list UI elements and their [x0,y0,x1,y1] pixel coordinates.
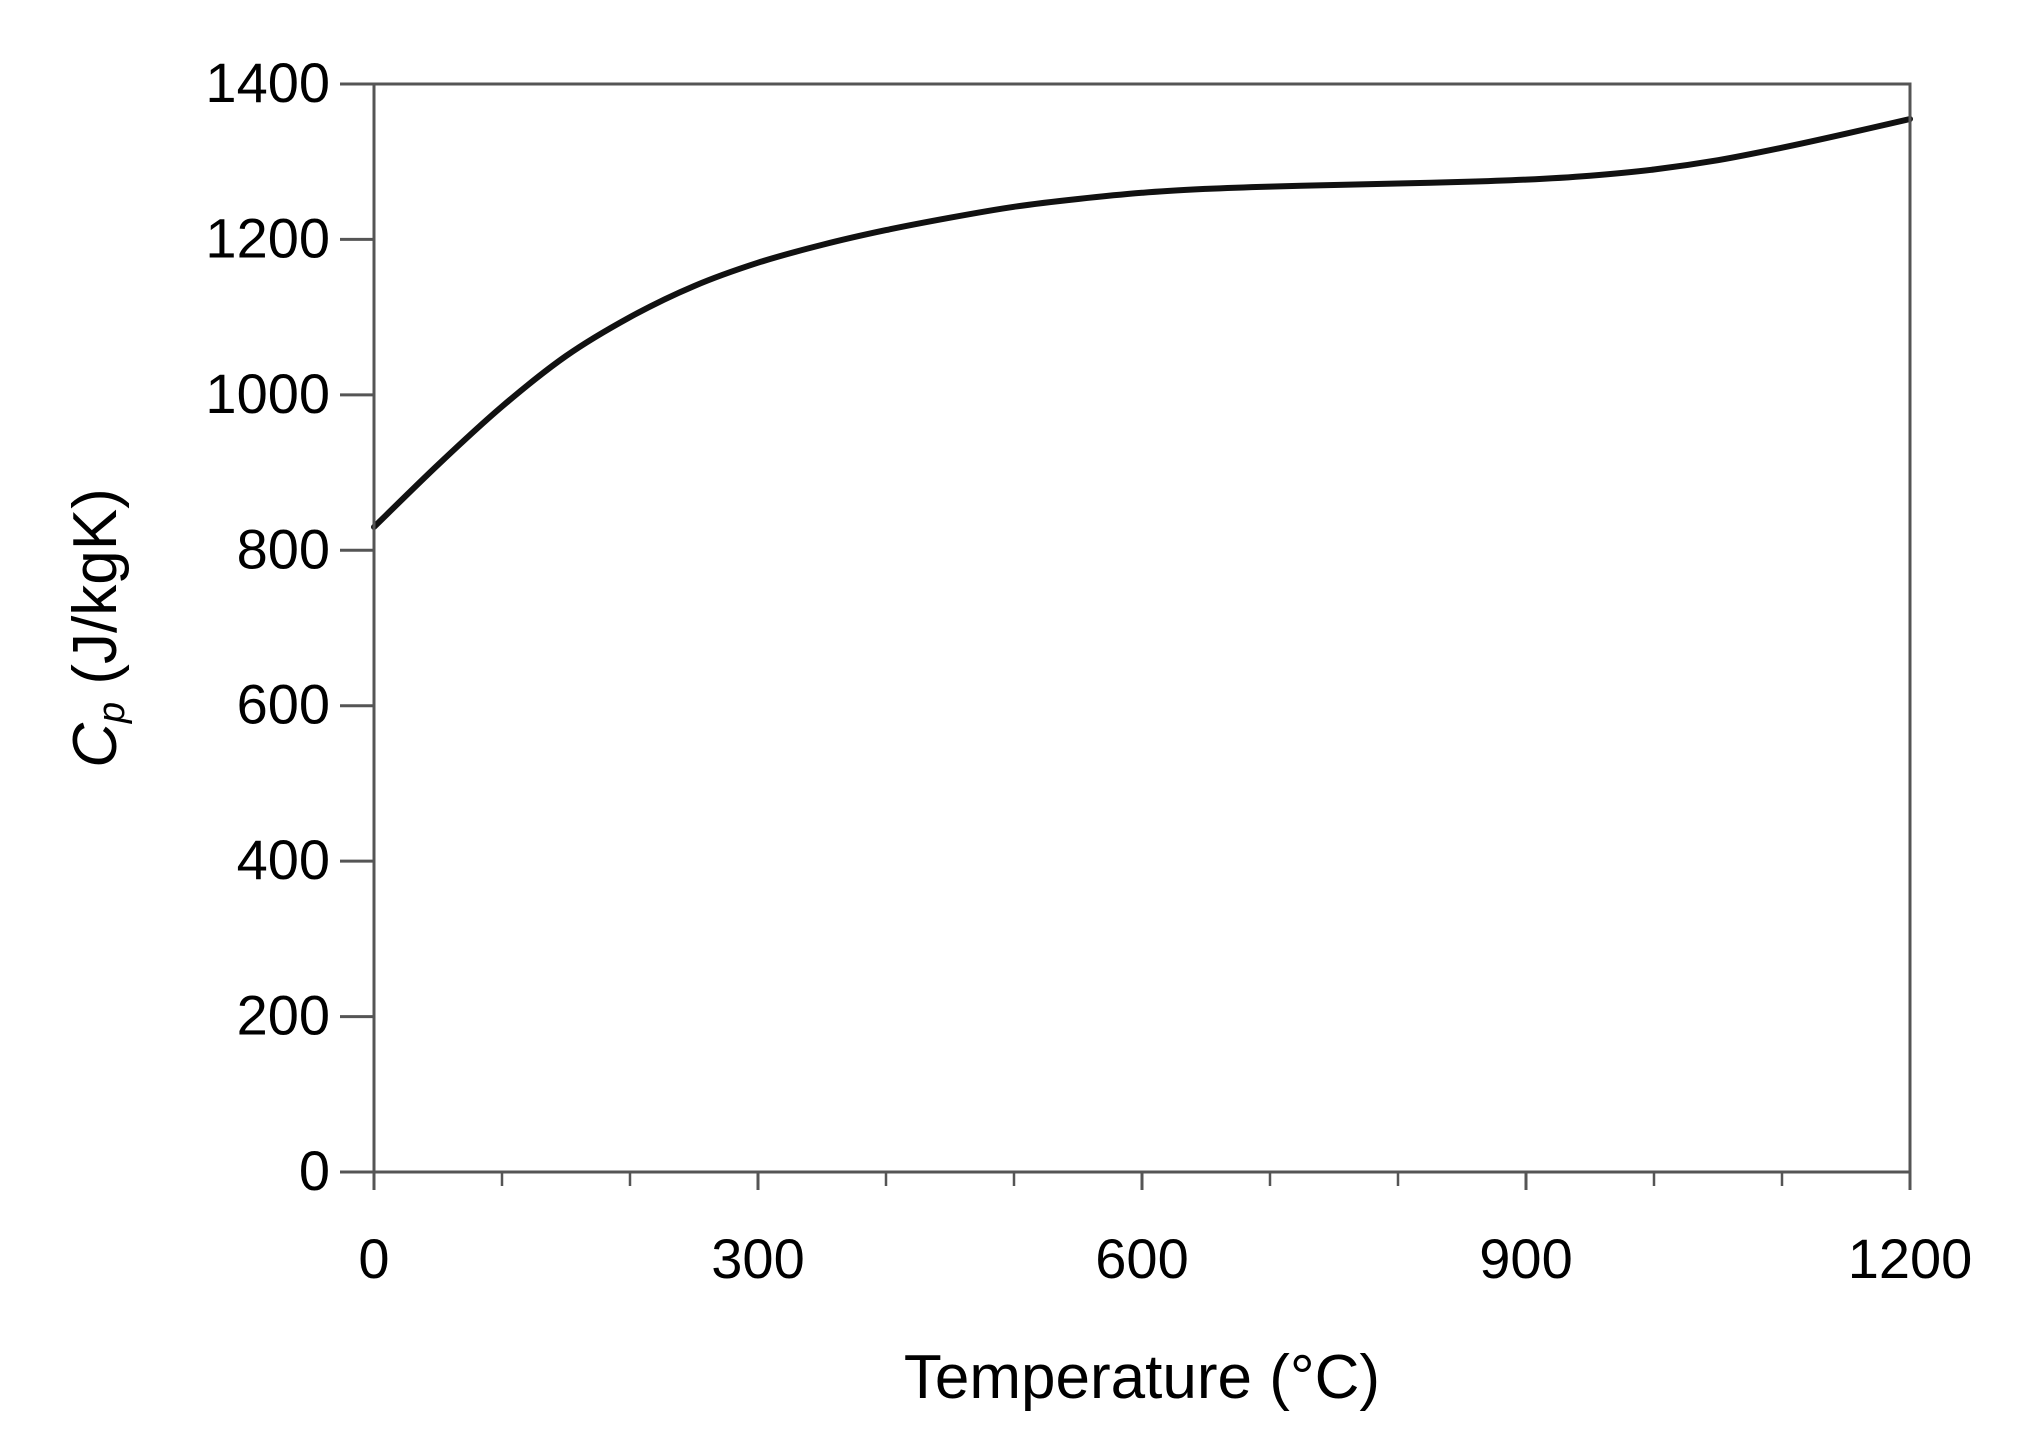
y-tick-label-200: 200 [237,984,330,1047]
x-tick-label-900: 900 [1479,1227,1572,1290]
y-tick-label-1400: 1400 [205,51,330,114]
y-tick-labels: 0 200 400 600 800 1000 1200 1400 [205,51,330,1202]
y-tick-label-1200: 1200 [205,206,330,269]
x-tick-label-1200: 1200 [1848,1227,1973,1290]
x-tick-label-300: 300 [711,1227,804,1290]
x-axis-title: Temperature (°C) [904,1343,1380,1412]
y-axis-unit: (J/kgK) [61,488,130,702]
y-axis-subscript: p [91,702,133,724]
y-tick-label-400: 400 [237,828,330,891]
y-tick-label-0: 0 [299,1139,330,1202]
x-tick-labels: 0 300 600 900 1200 [358,1227,1972,1290]
y-tick-label-1000: 1000 [205,362,330,425]
x-minor-ticks [500,1172,1784,1186]
series-line [371,116,1913,530]
y-axis-title: Cp (J/kgK) [61,488,133,768]
x-tick-label-600: 600 [1095,1227,1188,1290]
y-tick-label-800: 800 [237,517,330,580]
y-axis-symbol: C [61,722,130,768]
y-tick-label-600: 600 [237,673,330,736]
y-ticks [340,82,374,1174]
plot-area-frame [372,82,1912,1174]
x-ticks [372,1172,1912,1190]
x-tick-label-0: 0 [358,1227,389,1290]
